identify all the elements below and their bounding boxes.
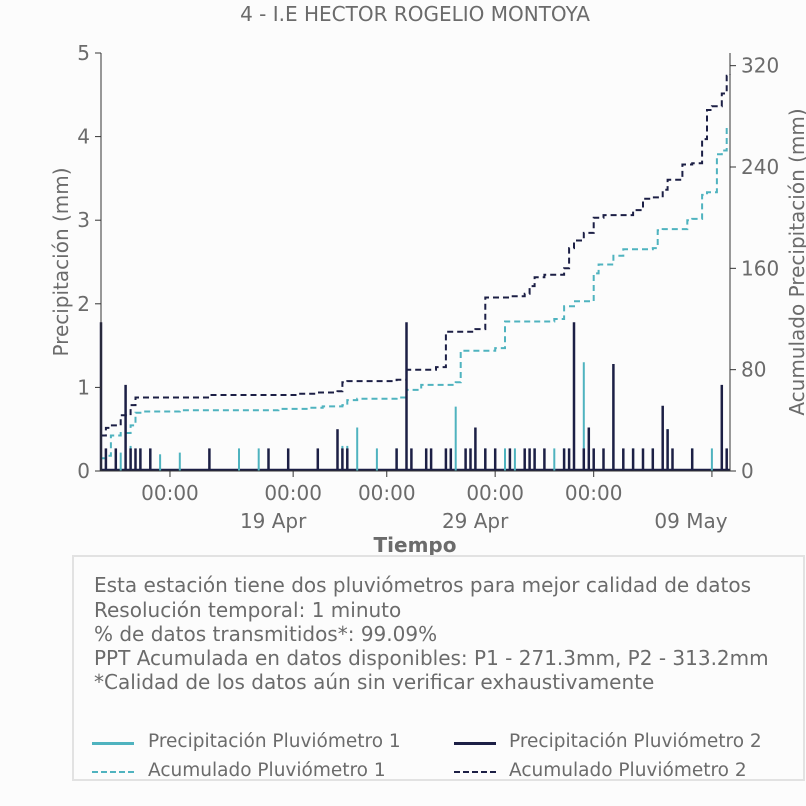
y2-axis-label: Acumulado Precipitación (mm) — [785, 108, 806, 415]
info-box: Esta estación tiene dos pluviómetros par… — [72, 555, 805, 781]
precipitation-chart: 4 - I.E HECTOR ROGELIO MONTOYA 0 1 2 3 4 5 0 80… — [49, 2, 806, 557]
legend-label-p2-rain: Precipitación Pluviómetro 2 — [509, 731, 762, 752]
x-date-label: 29 Apr — [442, 509, 509, 533]
info-line-resolution: Resolución temporal: 1 minuto — [94, 598, 402, 622]
y2-tick-label: 0 — [741, 459, 754, 483]
legend-label-p1-acc: Acumulado Pluviómetro 1 — [148, 760, 386, 781]
y2-tick-label: 80 — [741, 358, 766, 382]
legend-swatch-p1-acc — [92, 771, 134, 773]
x-axis-label: Tiempo — [374, 533, 457, 557]
legend-label-p1-rain: Precipitación Pluviómetro 1 — [148, 731, 401, 752]
info-line-transmitted: % de datos transmitidos*: 99.09% — [94, 622, 438, 646]
y2-tick-label: 320 — [741, 54, 779, 78]
cumulative-line-p1 — [101, 127, 731, 460]
y-axis-label: Precipitación (mm) — [49, 167, 73, 356]
x-tick-label: 00:00 — [358, 481, 416, 505]
y-tick-label: 1 — [77, 375, 90, 399]
chart-title: 4 - I.E HECTOR ROGELIO MONTOYA — [240, 2, 590, 26]
legend-swatch-p1-rain — [92, 742, 134, 745]
y-tick-label: 5 — [77, 41, 90, 65]
legend-swatch-p2-rain — [454, 742, 496, 745]
legend-label-p2-acc: Acumulado Pluviómetro 2 — [509, 760, 747, 781]
cumulative-line-p2 — [101, 74, 731, 437]
x-tick-label: 00:00 — [565, 481, 623, 505]
info-line-quality-note: *Calidad de los datos aún sin verificar … — [94, 670, 655, 694]
y2-tick-label: 160 — [741, 256, 779, 280]
info-line-accumulated: PPT Acumulada en datos disponibles: P1 -… — [94, 646, 769, 670]
x-date-label: 19 Apr — [240, 509, 307, 533]
x-tick-label: 00:00 — [141, 481, 199, 505]
y-tick-label: 3 — [77, 208, 90, 232]
x-tick-label: 00:00 — [466, 481, 524, 505]
info-line-stations: Esta estación tiene dos pluviómetros par… — [94, 573, 752, 597]
y-tick-label: 4 — [77, 125, 90, 149]
x-tick-label: 00:00 — [264, 481, 322, 505]
x-date-label: 09 May — [654, 509, 727, 533]
y2-tick-label: 240 — [741, 155, 779, 179]
axes: 0 1 2 3 4 5 0 80 160 240 320 00:00 00:00 19 Apr 00:00 0… — [77, 41, 779, 533]
y-tick-label: 2 — [77, 292, 90, 316]
y-tick-label: 0 — [77, 459, 90, 483]
legend-swatch-p2-acc — [454, 771, 496, 773]
plot-area — [99, 74, 731, 472]
